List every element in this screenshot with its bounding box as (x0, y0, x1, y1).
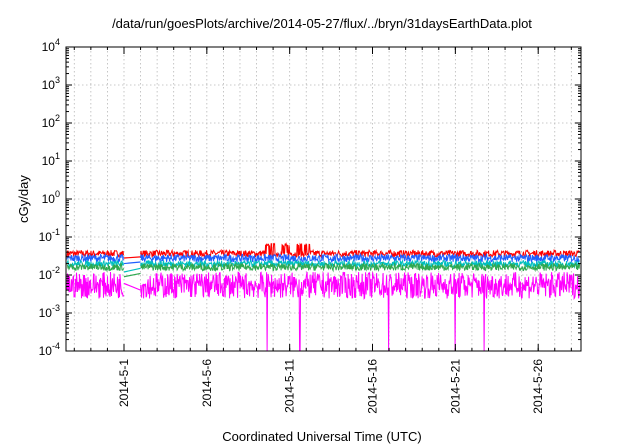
x-axis-label: Coordinated Universal Time (UTC) (222, 429, 421, 444)
series-layer (66, 242, 581, 352)
y-tick-label: 10-2 (39, 265, 60, 282)
x-tick-label: 2014-5-1 (117, 359, 131, 407)
gap-connector (123, 272, 141, 278)
y-tick-label: 103 (42, 75, 60, 92)
series-line (140, 252, 580, 264)
series-line (140, 261, 581, 273)
x-tick-label: 2014-5-11 (283, 359, 297, 413)
series-line (66, 262, 124, 273)
gap-connector (123, 256, 141, 259)
x-tick-label: 2014-5-6 (200, 359, 214, 407)
y-tick-label: 10-1 (39, 227, 60, 244)
x-tick-label: 2014-5-21 (448, 359, 462, 414)
y-tick-label: 10-4 (39, 341, 60, 358)
x-tick-label: 2014-5-16 (366, 359, 380, 414)
chart-title: /data/run/goesPlots/archive/2014-05-27/f… (112, 16, 532, 31)
x-axis: 2014-5-1 2014-5-6 2014-5-11 2014-5-16 2014-5… (73, 47, 572, 414)
y-tick-label: 100 (42, 189, 60, 206)
series-line (140, 242, 581, 259)
grid (66, 47, 581, 351)
series-line (140, 271, 581, 352)
y-tick-label: 104 (42, 37, 60, 54)
gap-connector (123, 282, 141, 291)
gap-connector (123, 261, 141, 265)
y-axis-label: cGy/day (16, 175, 31, 223)
x-tick-label: 2014-5-26 (531, 359, 545, 414)
gap-connector (123, 267, 141, 273)
series-line (66, 252, 124, 264)
series-line (66, 271, 124, 299)
y-tick-label: 101 (42, 151, 60, 168)
y-tick-label: 102 (42, 113, 60, 130)
y-axis: 10-4 10-3 10-2 10-1 100 101 102 103 104 (39, 37, 581, 358)
y-tick-label: 10-3 (39, 303, 60, 320)
